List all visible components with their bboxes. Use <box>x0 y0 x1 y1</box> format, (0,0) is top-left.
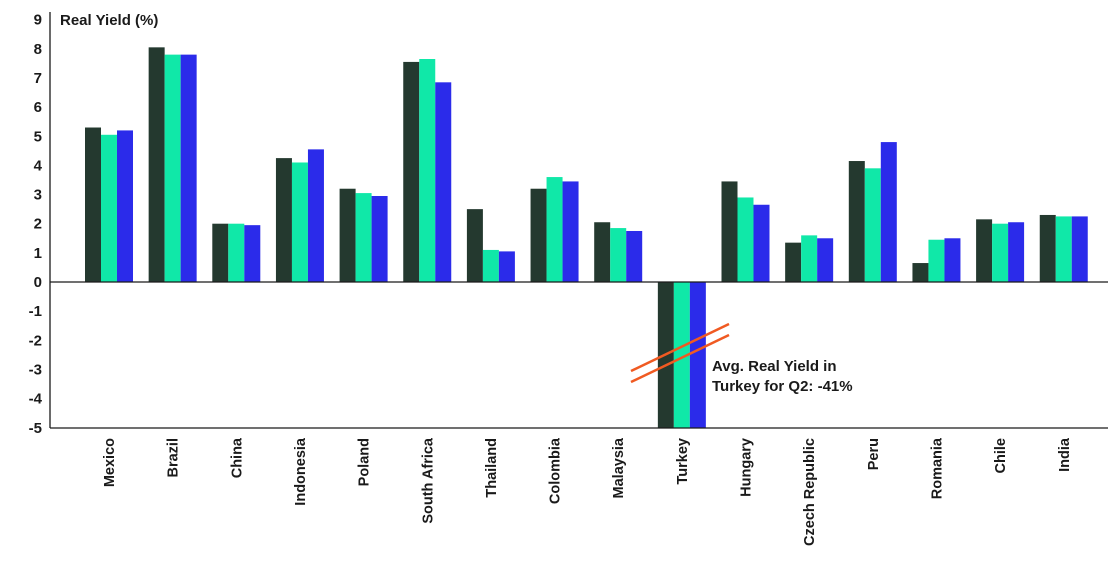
bar <box>817 238 834 282</box>
bar <box>753 204 770 282</box>
y-tick-label: 8 <box>34 41 42 58</box>
bar <box>626 230 643 282</box>
y-tick-label: 5 <box>34 128 42 145</box>
bar <box>419 59 436 282</box>
y-tick-label: 0 <box>34 274 42 291</box>
y-tick-label: -1 <box>29 303 42 320</box>
bar <box>864 168 881 282</box>
y-tick-label: -2 <box>29 332 42 349</box>
category-label: Turkey <box>675 438 691 484</box>
bar <box>1039 214 1056 282</box>
category-label: Thailand <box>484 438 500 498</box>
y-tick-label: 4 <box>34 157 43 174</box>
bar <box>737 197 754 282</box>
bar <box>466 209 483 283</box>
bar <box>944 238 961 282</box>
bar <box>610 228 627 282</box>
bar <box>673 282 690 428</box>
category-label: Chile <box>993 438 1009 473</box>
bar <box>339 188 356 282</box>
category-label: Peru <box>866 438 882 470</box>
bar <box>689 282 706 428</box>
bar <box>307 149 324 282</box>
bars-group <box>85 47 1088 428</box>
category-label: Romania <box>929 437 945 499</box>
y-axis-label: Real Yield (%) <box>60 12 158 29</box>
category-label: Poland <box>357 438 373 486</box>
bar <box>117 130 133 282</box>
bar <box>848 161 865 282</box>
bar <box>880 142 897 282</box>
bar <box>291 162 308 282</box>
y-tick-label: -3 <box>29 361 42 378</box>
bar <box>1008 222 1025 282</box>
category-label: Indonesia <box>293 437 309 506</box>
bar <box>1071 216 1088 282</box>
bar <box>530 188 547 282</box>
category-label: China <box>229 437 245 478</box>
category-label: Hungary <box>739 438 755 497</box>
bar <box>498 251 515 282</box>
bar <box>148 47 165 283</box>
turkey-annotation-line-1: Avg. Real Yield in <box>712 358 836 375</box>
bar <box>435 82 452 282</box>
bar <box>180 54 197 282</box>
y-axis-ticks: 9 8 7 6 5 4 3 2 1 0 -1 -2 -3 -4 -5 <box>29 12 43 437</box>
bar <box>275 158 292 282</box>
bar <box>164 54 181 282</box>
bar <box>785 242 802 282</box>
bar <box>992 223 1009 282</box>
bar <box>594 222 611 282</box>
bar <box>546 177 563 282</box>
y-tick-label: 6 <box>34 99 42 116</box>
bar <box>355 193 372 282</box>
bar <box>562 181 579 282</box>
category-label: Mexico <box>102 438 118 487</box>
y-tick-label: 7 <box>34 70 42 87</box>
y-tick-label: 3 <box>34 187 42 204</box>
bar <box>212 223 229 282</box>
category-label: South Africa <box>420 437 436 524</box>
y-tick-label: -5 <box>29 420 42 437</box>
bar <box>1055 216 1072 282</box>
bar <box>928 239 945 282</box>
category-label: India <box>1057 437 1073 472</box>
bar <box>228 223 245 282</box>
bar <box>101 134 117 282</box>
bar <box>85 127 101 282</box>
category-label: Colombia <box>548 437 564 504</box>
category-label: Brazil <box>166 438 182 478</box>
category-label: Czech Republic <box>802 438 818 546</box>
axis-break-marker <box>630 322 730 384</box>
category-label: Malaysia <box>611 437 627 498</box>
bar <box>976 219 993 282</box>
break-line <box>630 333 730 384</box>
category-labels: Mexico Brazil China Indonesia Poland South Af… <box>102 437 1073 546</box>
bar <box>403 61 420 282</box>
bar <box>721 181 738 282</box>
y-tick-label: 1 <box>34 245 42 262</box>
bar <box>912 263 929 282</box>
y-tick-label: 2 <box>34 216 42 233</box>
y-tick-label: -4 <box>29 391 43 408</box>
y-tick-label: 9 <box>34 12 42 29</box>
break-line <box>630 322 730 373</box>
bar <box>371 196 388 282</box>
bar <box>244 225 261 282</box>
bar <box>482 249 499 282</box>
bar <box>801 235 818 282</box>
turkey-annotation-line-2: Turkey for Q2: -41% <box>712 378 853 395</box>
